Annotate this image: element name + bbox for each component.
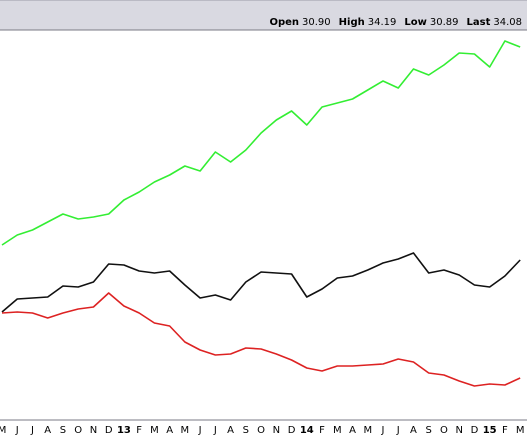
x-tick-label: J [15, 425, 19, 436]
stat-value: 30.89 [430, 17, 459, 28]
x-tick-label: J [381, 425, 385, 436]
stat-label: Low [404, 17, 426, 28]
stat-value: 34.19 [368, 17, 397, 28]
x-tick-label: J [30, 425, 34, 436]
series-line [1, 40, 521, 246]
x-tick-label: M [363, 425, 372, 436]
stat-label: Last [467, 17, 491, 28]
x-tick-label: N [455, 425, 462, 436]
plot-area [0, 29, 527, 421]
x-tick-label: O [257, 425, 265, 436]
x-tick-label: 15 [483, 425, 497, 436]
stat-label: Open [269, 17, 299, 28]
x-axis: M J J A S O N D 13 F M A M J J A S O N D 14 F M A M J J A S O N D 15 F M [0, 425, 524, 436]
x-tick-label: S [243, 425, 249, 436]
x-tick-label: F [136, 425, 142, 436]
x-tick-label: A [227, 425, 234, 436]
x-tick-label: A [410, 425, 417, 436]
x-tick-label: N [273, 425, 280, 436]
x-tick-label: J [396, 425, 400, 436]
x-tick-label: M [0, 425, 6, 436]
x-tick-label: 13 [117, 425, 131, 436]
x-tick-label: D [105, 425, 113, 436]
x-tick-label: J [198, 425, 202, 436]
plot [1, 40, 521, 387]
x-tick-label: S [426, 425, 432, 436]
x-tick-label: F [502, 425, 508, 436]
x-tick-label: M [150, 425, 159, 436]
x-tick-label: 14 [300, 425, 314, 436]
x-tick-label: O [74, 425, 82, 436]
x-tick-label: S [60, 425, 66, 436]
x-tick-label: N [90, 425, 97, 436]
x-tick-label: M [181, 425, 190, 436]
x-tick-label: M [333, 425, 342, 436]
x-tick-label: J [213, 425, 217, 436]
x-tick-label: D [471, 425, 479, 436]
x-tick-label: M [516, 425, 525, 436]
x-tick-label: A [349, 425, 356, 436]
stat-value: 30.90 [302, 17, 331, 28]
header-stats: Open 30.90 High 34.19 Low 30.89 Last 34.08 [269, 17, 522, 28]
x-tick-label: O [440, 425, 448, 436]
stat-value: 34.08 [493, 17, 522, 28]
stat-label: High [339, 17, 365, 28]
x-tick-label: D [288, 425, 296, 436]
x-tick-label: A [44, 425, 51, 436]
x-tick-label: F [319, 425, 325, 436]
series-line [1, 252, 521, 313]
series-line [1, 292, 521, 387]
x-tick-label: A [166, 425, 173, 436]
